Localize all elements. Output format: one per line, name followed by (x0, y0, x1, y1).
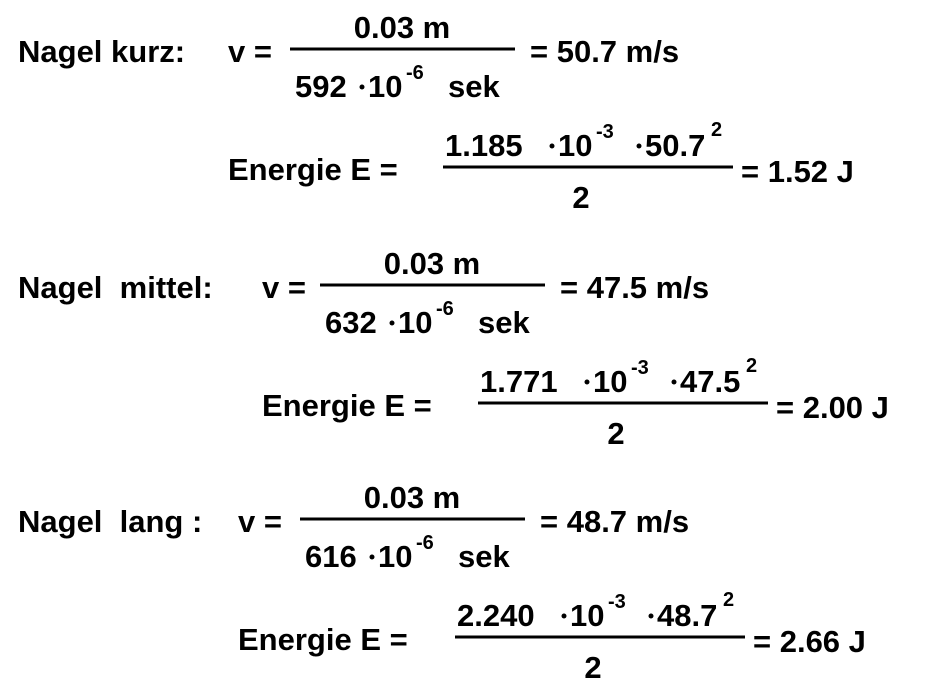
multiply-dot (359, 84, 365, 90)
energy-lhs: Energie E = (262, 388, 432, 423)
den-exponent: -6 (416, 532, 434, 554)
den-coefficient: 592 (295, 69, 347, 104)
block-label: Nagel mittel: (18, 270, 213, 305)
energy-denominator: 2 (572, 180, 589, 215)
mass: 1.771 (480, 364, 558, 399)
mass-exponent: -3 (631, 357, 649, 379)
speed-power: 2 (746, 355, 757, 377)
block-label: Nagel lang : (18, 504, 202, 539)
den-exponent: -6 (406, 62, 424, 84)
velocity-numerator: 0.03 m (354, 10, 451, 45)
multiply-dot (549, 143, 555, 149)
den-unit: sek (478, 305, 530, 340)
den-base: 10 (378, 539, 412, 574)
energy-lhs: Energie E = (238, 622, 408, 657)
power-base: 10 (570, 598, 604, 633)
velocity-lhs: v = (228, 34, 272, 69)
den-coefficient: 616 (305, 539, 357, 574)
power-base: 10 (593, 364, 627, 399)
speed: 48.7 (657, 598, 717, 633)
energy-denominator: 2 (584, 650, 601, 685)
velocity-numerator: 0.03 m (364, 480, 461, 515)
multiply-dot (561, 613, 567, 619)
velocity-numerator: 0.03 m (384, 246, 481, 281)
energy-result: = 2.00 J (776, 390, 889, 425)
block-label: Nagel kurz: (18, 34, 185, 69)
den-unit: sek (458, 539, 510, 574)
den-exponent: -6 (436, 298, 454, 320)
mass: 2.240 (457, 598, 535, 633)
multiply-dot (369, 554, 375, 560)
multiply-dot (636, 143, 642, 149)
energy-result: = 1.52 J (741, 154, 854, 189)
mass-exponent: -3 (608, 591, 626, 613)
multiply-dot (671, 379, 677, 385)
multiply-dot (648, 613, 654, 619)
den-base: 10 (398, 305, 432, 340)
velocity-result: = 50.7 m/s (530, 34, 679, 69)
velocity-lhs: v = (262, 270, 306, 305)
speed: 50.7 (645, 128, 705, 163)
den-coefficient: 632 (325, 305, 377, 340)
den-unit: sek (448, 69, 500, 104)
power-base: 10 (558, 128, 592, 163)
speed-power: 2 (711, 119, 722, 141)
multiply-dot (584, 379, 590, 385)
velocity-lhs: v = (238, 504, 282, 539)
velocity-result: = 47.5 m/s (560, 270, 709, 305)
mass: 1.185 (445, 128, 523, 163)
speed-power: 2 (723, 589, 734, 611)
speed: 47.5 (680, 364, 740, 399)
den-base: 10 (368, 69, 402, 104)
multiply-dot (389, 320, 395, 326)
velocity-result: = 48.7 m/s (540, 504, 689, 539)
energy-lhs: Energie E = (228, 152, 398, 187)
mass-exponent: -3 (596, 121, 614, 143)
energy-result: = 2.66 J (753, 624, 866, 659)
energy-denominator: 2 (607, 416, 624, 451)
